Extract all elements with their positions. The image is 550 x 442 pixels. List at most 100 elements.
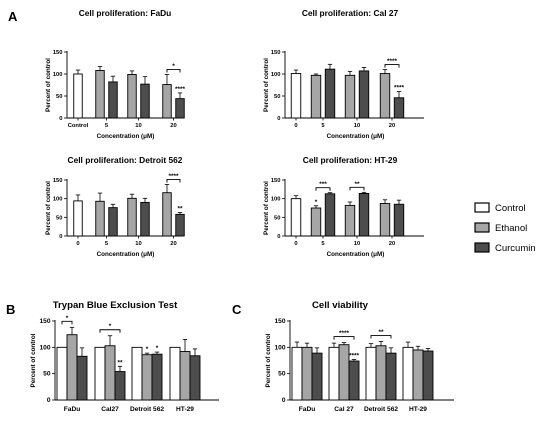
bar-ethanol — [379, 73, 391, 119]
bar-ethanol — [301, 346, 313, 401]
bar-curcumin — [189, 355, 201, 401]
x-tick-label: 20 — [170, 123, 176, 129]
bar-curcumin — [393, 203, 405, 237]
bar-curcumin — [76, 355, 88, 401]
bar-control — [56, 346, 68, 401]
bar-ethanol — [162, 84, 172, 119]
significance-bracket — [61, 320, 73, 325]
x-tick-label: Control — [68, 123, 89, 129]
chart-1: Cell proliferation: FaDu 0 50 100 150Percent… — [45, 8, 186, 140]
x-tick-label: Detroit 562 — [130, 406, 164, 413]
y-tick-label: 50 — [274, 215, 280, 221]
bar-ethanol — [375, 345, 387, 401]
legend-item-ethanol: Ethanol — [474, 222, 527, 234]
y-axis-label: Percent of control — [45, 181, 52, 235]
significance-mark: * — [146, 346, 149, 353]
significance-label: * — [66, 315, 69, 322]
bar-ethanol — [127, 197, 137, 237]
legend: Control Ethanol Curcumin — [474, 202, 536, 254]
chart-title: Cell proliferation: Cal 27 — [302, 8, 399, 18]
bar-ethanol — [162, 192, 172, 237]
chart-2: Cell proliferation: Cal 27050100150Perce… — [263, 8, 424, 140]
x-tick-label: 10 — [354, 241, 360, 247]
y-tick-label: 50 — [274, 94, 280, 100]
bar-curcumin — [140, 201, 150, 237]
y-tick-label: 150 — [39, 318, 50, 325]
panel-letter-a: A — [8, 9, 18, 24]
x-tick-label: 20 — [389, 123, 395, 129]
y-axis-label: Percent of control — [263, 58, 270, 112]
significance-label: * — [172, 63, 175, 70]
bar-ethanol — [310, 207, 322, 237]
x-tick-label: 10 — [135, 241, 141, 247]
bar-control — [73, 73, 83, 119]
y-tick-label: 0 — [282, 397, 286, 404]
legend-label-curcumin: Curcumin — [495, 243, 536, 254]
significance-mark: **** — [349, 352, 360, 359]
bar-curcumin — [311, 352, 323, 401]
chart-5: Trypan Blue Exclusion Test 0 50 100 150 Perce… — [30, 300, 219, 413]
y-tick-label: 0 — [47, 397, 51, 404]
x-tick-label: 5 — [105, 241, 109, 247]
bar-ethanol — [344, 204, 356, 237]
y-tick-label: 50 — [56, 94, 62, 100]
bar-control — [73, 200, 83, 237]
bar-ethanol — [310, 74, 322, 119]
y-tick-label: 150 — [274, 318, 285, 325]
bar-curcumin — [140, 83, 150, 119]
significance-bracket — [99, 329, 121, 333]
y-axis-label: Percent of control — [263, 181, 270, 235]
bar-curcumin — [358, 192, 370, 237]
x-axis-label: Concentration (μM) — [97, 133, 155, 140]
panel-letter-c: C — [232, 302, 242, 317]
significance-label: ** — [378, 329, 384, 336]
x-tick-label: 10 — [135, 123, 141, 129]
legend-item-curcumin: Curcumin — [474, 242, 536, 254]
y-tick-label: 0 — [277, 116, 280, 122]
legend-label-control: Control — [495, 203, 526, 214]
y-tick-label: 100 — [53, 72, 63, 78]
bar-control — [169, 346, 181, 401]
x-tick-label: Cal 27 — [334, 406, 354, 413]
significance-label: ** — [354, 181, 360, 188]
bar-curcumin — [151, 353, 163, 401]
y-tick-label: 50 — [278, 371, 286, 378]
bar-control — [402, 346, 414, 401]
bar-ethanol — [379, 203, 391, 237]
y-tick-label: 0 — [59, 116, 62, 122]
significance-mark: ** — [117, 359, 123, 366]
chart-6: Cell viability 0 50 100 150 Percent of contro… — [265, 300, 454, 413]
bar-control — [365, 346, 377, 401]
bar-ethanol — [127, 73, 137, 119]
significance-bracket — [384, 64, 400, 68]
bar-curcumin — [422, 350, 434, 401]
x-axis-label: Concentration (μM) — [97, 251, 155, 258]
chart-title: Cell viability — [312, 300, 369, 311]
x-tick-label: 0 — [294, 241, 297, 247]
x-axis-label: Concentration (μM) — [327, 251, 385, 258]
significance-bracket — [333, 336, 355, 340]
x-tick-label: 20 — [389, 241, 395, 247]
significance-mark: **** — [394, 85, 405, 92]
bar-control — [328, 346, 340, 401]
chart-3: Cell proliferation: Detroit 562050100150… — [45, 155, 185, 258]
significance-bracket — [166, 68, 181, 73]
x-tick-label: Cal27 — [101, 406, 119, 413]
significance-bracket — [370, 335, 392, 339]
x-tick-label: FaDu — [64, 406, 80, 413]
x-tick-label: 10 — [354, 123, 360, 129]
bar-curcumin — [324, 68, 336, 119]
y-tick-label: 150 — [53, 178, 63, 184]
significance-mark: * — [315, 199, 318, 206]
y-tick-label: 0 — [277, 234, 280, 240]
y-tick-label: 150 — [53, 50, 63, 56]
bar-curcumin — [114, 371, 126, 401]
x-tick-label: FaDu — [299, 406, 315, 413]
bar-ethanol — [141, 354, 153, 401]
y-axis-label: Percent of control — [45, 58, 52, 112]
bar-ethanol — [95, 200, 105, 237]
bar-control — [290, 198, 302, 237]
significance-bracket — [315, 187, 331, 191]
bar-curcumin — [385, 352, 397, 401]
